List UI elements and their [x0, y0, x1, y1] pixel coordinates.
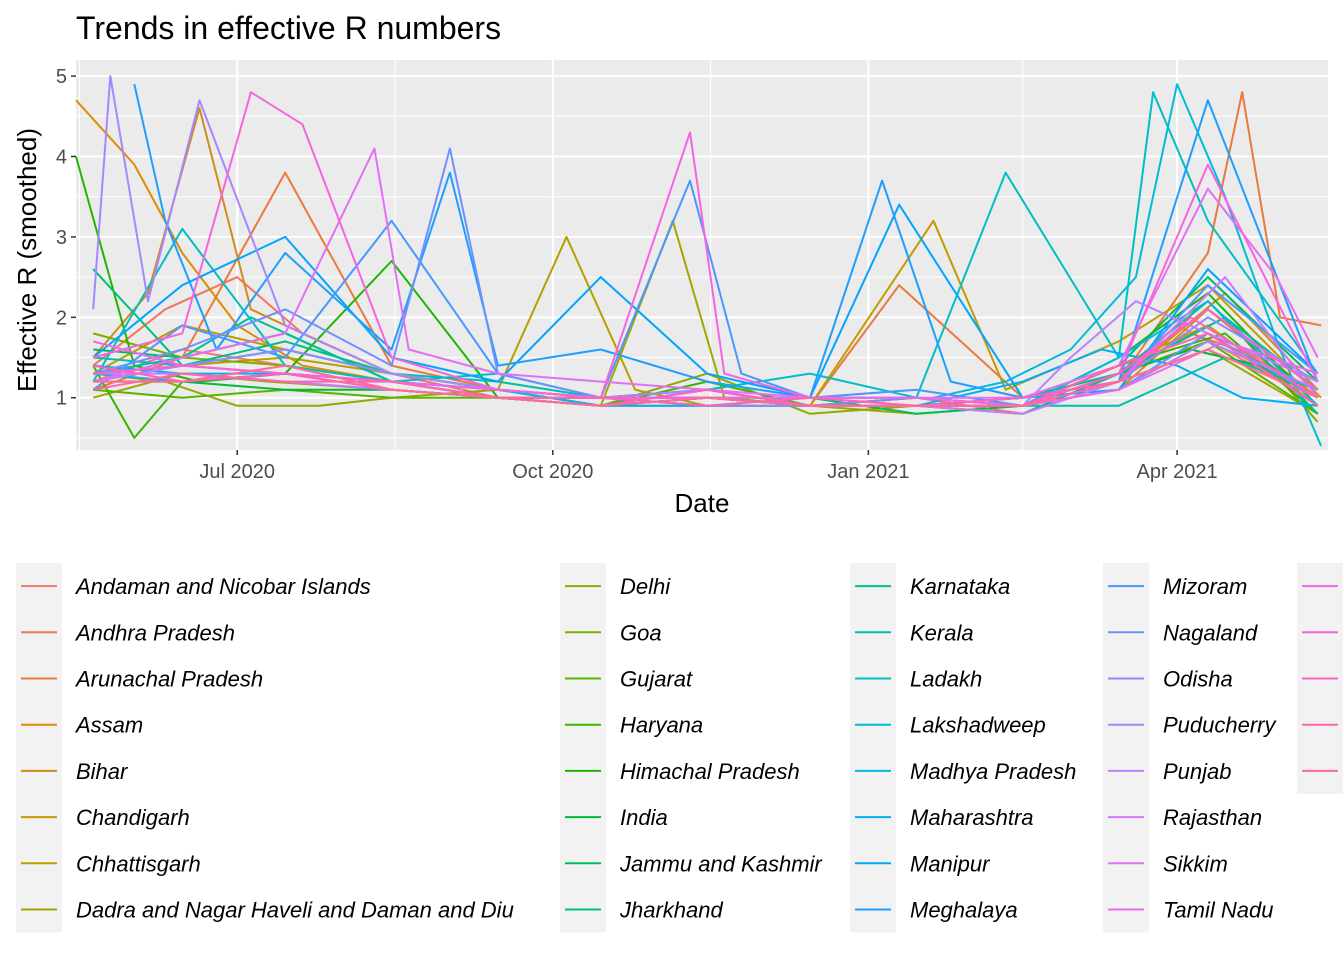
- legend-label: Bihar: [76, 759, 129, 784]
- legend-label: Meghalaya: [910, 898, 1018, 923]
- legend-label: Ladakh: [910, 667, 982, 692]
- legend-label: Tamil Nadu: [1163, 898, 1273, 923]
- series-line-37: [93, 348, 1319, 407]
- legend-label: Madhya Pradesh: [910, 759, 1076, 784]
- legend-label: Chhattisgarh: [76, 851, 201, 876]
- y-axis: 1 2 3 4 5: [56, 66, 76, 410]
- legend-label: Nagaland: [1163, 620, 1258, 645]
- x-tick-label: Jan 2021: [827, 461, 909, 483]
- legend-label: Punjab: [1163, 759, 1232, 784]
- legend: Andaman and Nicobar Islands Andhra Prades…: [16, 563, 1343, 933]
- y-axis-title: Effective R (smoothed): [12, 128, 42, 392]
- series-line-19: [92, 91, 1319, 399]
- legend-label: Arunachal Pradesh: [74, 667, 263, 692]
- legend-label: Dadra and Nagar Haveli and Daman and Diu: [76, 898, 514, 923]
- legend-label: India: [620, 805, 668, 830]
- legend-label: Andhra Pradesh: [74, 620, 235, 645]
- series-lines: [75, 75, 1323, 447]
- y-tick-label: 2: [56, 307, 67, 329]
- y-tick-label: 4: [56, 146, 67, 168]
- legend-label: Chandigarh: [76, 805, 190, 830]
- legend-key-background: [850, 563, 896, 933]
- x-tick-label: Apr 2021: [1136, 461, 1217, 483]
- x-tick-label: Jul 2020: [199, 461, 275, 483]
- chart-title: Trends in effective R numbers: [76, 10, 501, 46]
- x-axis: Jul 2020 Oct 2020 Jan 2021 Apr 2021: [199, 450, 1218, 483]
- legend-label: Gujarat: [620, 667, 693, 692]
- legend-key-background: [16, 563, 62, 933]
- legend-label: Lakshadweep: [910, 713, 1046, 738]
- legend-label: Sikkim: [1163, 851, 1228, 876]
- legend-label: Assam: [74, 713, 143, 738]
- legend-label: Jharkhand: [619, 898, 724, 923]
- legend-label: Manipur: [910, 851, 991, 876]
- legend-label: Himachal Pradesh: [620, 759, 800, 784]
- legend-key-background: [560, 563, 606, 933]
- legend-label: Andaman and Nicobar Islands: [74, 574, 371, 599]
- legend-label: Puducherry: [1163, 713, 1278, 738]
- y-tick-label: 5: [56, 66, 67, 88]
- x-axis-title: Date: [675, 488, 730, 518]
- legend-label: Rajasthan: [1163, 805, 1262, 830]
- legend-label: Odisha: [1163, 667, 1233, 692]
- y-tick-label: 3: [56, 227, 67, 249]
- series-line-36: [93, 332, 1319, 407]
- legend-key-background: [1103, 563, 1149, 933]
- legend-label: Maharashtra: [910, 805, 1034, 830]
- legend-label: Karnataka: [910, 574, 1010, 599]
- legend-label: Goa: [620, 620, 662, 645]
- series-line-20: [933, 83, 1323, 447]
- legend-label: Jammu and Kashmir: [619, 851, 823, 876]
- legend-label: Kerala: [910, 620, 974, 645]
- y-tick-label: 1: [56, 388, 67, 410]
- x-tick-label: Oct 2020: [512, 461, 593, 483]
- legend-label: Delhi: [620, 574, 671, 599]
- legend-label: Haryana: [620, 713, 703, 738]
- legend-label: Mizoram: [1163, 574, 1247, 599]
